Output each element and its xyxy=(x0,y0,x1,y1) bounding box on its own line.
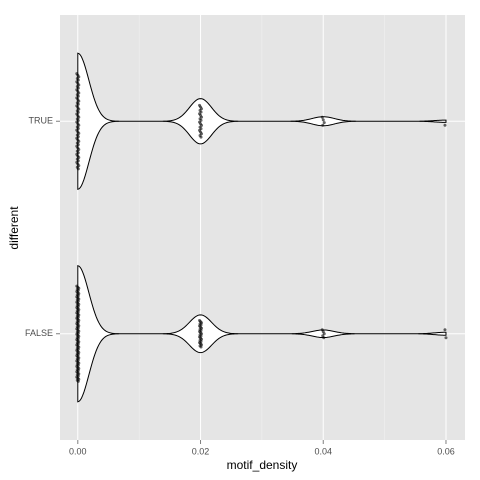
point xyxy=(321,123,325,127)
point xyxy=(444,336,448,340)
point xyxy=(76,379,80,383)
panel xyxy=(60,15,465,440)
y-tick-label: FALSE xyxy=(25,328,53,338)
point xyxy=(443,328,447,332)
violin xyxy=(77,52,447,190)
point xyxy=(199,135,203,139)
point xyxy=(443,123,447,127)
x-tick-label: 0.00 xyxy=(69,446,87,456)
point xyxy=(199,345,203,349)
x-tick-label: 0.04 xyxy=(314,446,332,456)
y-axis-title: different xyxy=(7,206,21,250)
point xyxy=(320,115,324,119)
x-tick-label: 0.06 xyxy=(437,446,455,456)
point xyxy=(322,121,326,125)
y-tick-label: TRUE xyxy=(29,116,54,126)
point xyxy=(76,167,80,171)
violin xyxy=(77,265,447,403)
point xyxy=(321,118,325,122)
point xyxy=(322,336,326,340)
x-axis-title: motif_density xyxy=(227,458,298,472)
x-tick-label: 0.02 xyxy=(192,446,210,456)
